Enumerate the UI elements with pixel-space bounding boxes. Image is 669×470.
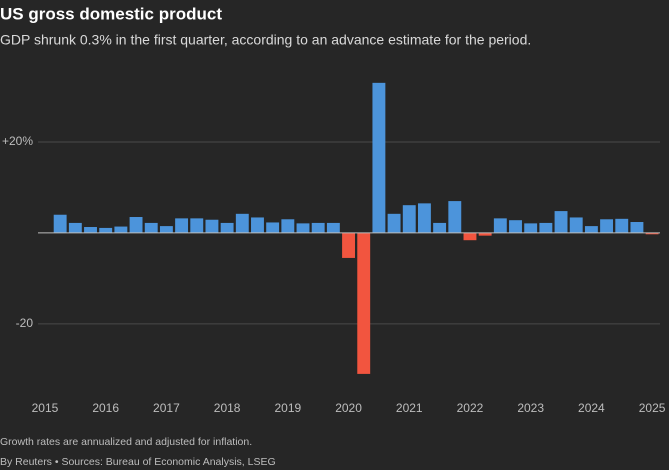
bar [144, 222, 158, 233]
x-tick-label: 2016 [92, 401, 119, 415]
bar [387, 213, 401, 233]
bar [493, 218, 507, 233]
bar [630, 222, 644, 233]
x-tick-label: 2018 [214, 401, 241, 415]
bar [478, 232, 492, 236]
bar [326, 222, 340, 233]
bar [205, 219, 219, 233]
x-tick-label: 2024 [578, 401, 605, 415]
source: By Reuters • Sources: Bureau of Economic… [0, 456, 276, 468]
bar [372, 82, 386, 233]
bar [220, 222, 234, 233]
bar [402, 205, 416, 233]
bar [53, 214, 67, 233]
note: Growth rates are annualized and adjusted… [0, 436, 252, 448]
bar [251, 217, 264, 233]
chart-title: US gross domestic product [0, 4, 222, 23]
bar [296, 223, 310, 233]
bar [615, 218, 629, 233]
bar [342, 232, 355, 258]
x-tick-label: 2015 [32, 401, 59, 415]
bar [509, 220, 522, 233]
bar [448, 201, 462, 233]
bar [159, 226, 173, 233]
bar [266, 222, 280, 233]
x-tick-label: 2020 [335, 401, 362, 415]
y-tick-label: +20% [2, 134, 33, 148]
bar [554, 211, 568, 233]
bar [311, 222, 325, 233]
x-tick-label: 2023 [517, 401, 544, 415]
x-tick-label: 2025 [639, 401, 666, 415]
x-tick-label: 2019 [274, 401, 301, 415]
bar [645, 232, 659, 235]
chart-subtitle: GDP shrunk 0.3% in the first quarter, ac… [0, 32, 531, 48]
bar [84, 227, 97, 233]
bar [235, 213, 249, 233]
bar [68, 222, 82, 233]
bar [433, 222, 447, 233]
x-tick-label: 2021 [396, 401, 423, 415]
bar [417, 203, 431, 233]
bar [600, 219, 614, 233]
bar [539, 222, 553, 233]
bar [281, 219, 295, 233]
bar [463, 232, 477, 241]
x-tick-label: 2017 [153, 401, 180, 415]
bar [584, 226, 598, 233]
bar [524, 223, 538, 233]
x-tick-label: 2022 [457, 401, 484, 415]
bar [175, 218, 189, 233]
bar [99, 227, 113, 233]
bar [569, 217, 583, 233]
bar [129, 217, 143, 233]
y-tick-label: -20 [16, 316, 34, 330]
bar [114, 226, 128, 233]
bar [190, 218, 204, 233]
bar [357, 232, 371, 374]
